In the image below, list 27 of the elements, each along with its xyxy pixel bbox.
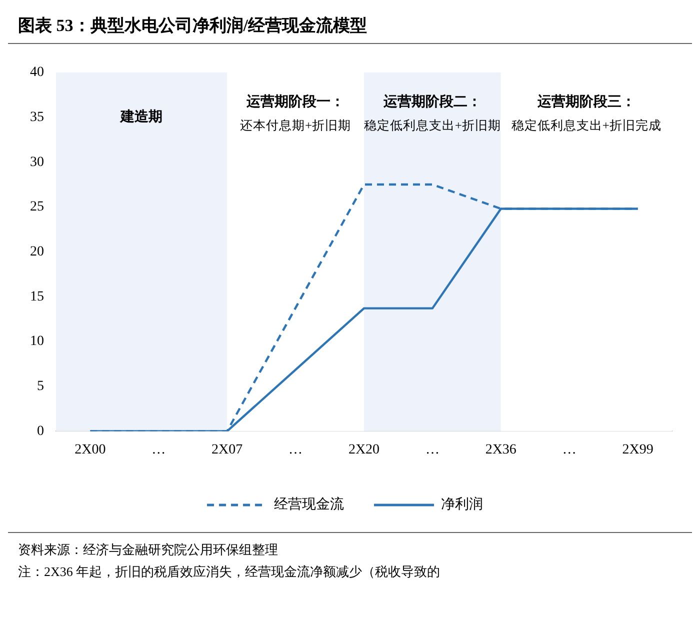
band-label: 运营期阶段三：稳定低利息支出+折旧完成 — [511, 94, 662, 133]
y-tick-label: 15 — [30, 289, 44, 304]
x-tick-label: … — [288, 442, 303, 458]
y-tick-label: 40 — [30, 65, 44, 80]
text: 注：2X36 年起，折旧的税盾效应消失，经营现金流净额减少（税收导致的 — [18, 563, 442, 581]
x-tick-label: … — [425, 442, 440, 458]
x-tick-label: … — [562, 442, 576, 458]
x-tick-label: 2X07 — [212, 442, 243, 458]
y-tick-label: 10 — [30, 334, 44, 350]
y-tick-label: 35 — [30, 110, 44, 125]
x-tick-label: 2X20 — [348, 442, 380, 458]
y-tick-label: 0 — [37, 424, 44, 439]
y-tick-label: 30 — [30, 154, 44, 170]
y-tick-label: 5 — [37, 379, 44, 394]
chart-title: 图表 53：典型水电公司净利润/经营现金流模型 — [8, 8, 692, 44]
y-tick-label: 20 — [30, 244, 44, 260]
legend-label: 经营现金流 — [274, 496, 344, 513]
band-label: 建造期 — [120, 109, 163, 126]
x-tick-label: 2X00 — [74, 442, 106, 458]
band-label: 运营期阶段二：稳定低利息支出+折旧期 — [364, 94, 501, 133]
legend-label: 净利润 — [441, 496, 483, 513]
text: 资料来源：经济与金融研究院公用环保组整理 — [18, 541, 279, 559]
band-label: 运营期阶段一：还本付息期+折旧期 — [240, 94, 352, 133]
x-tick-label: … — [152, 442, 166, 458]
x-tick-label: 2X99 — [622, 442, 654, 458]
x-tick-label: 2X36 — [485, 442, 516, 458]
y-tick-label: 25 — [30, 200, 44, 215]
